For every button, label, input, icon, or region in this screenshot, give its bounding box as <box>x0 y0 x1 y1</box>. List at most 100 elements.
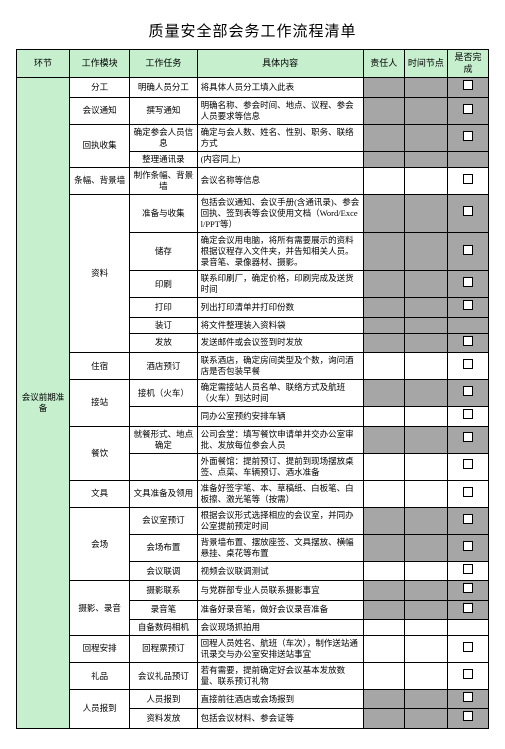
checkbox-icon <box>463 541 473 551</box>
time-cell <box>404 453 447 480</box>
person-cell <box>363 507 404 534</box>
time-cell <box>404 333 447 352</box>
done-cell <box>448 151 489 167</box>
detail-cell: 包括会议通知、会议手册(含通讯录)、参会回执、签到表等会议使用文档（Word/E… <box>197 195 363 233</box>
done-cell <box>448 298 489 317</box>
checkbox-icon <box>463 245 473 255</box>
time-cell <box>404 380 447 407</box>
done-cell <box>448 195 489 233</box>
task-cell: 撰写通知 <box>130 97 197 124</box>
time-cell <box>404 353 447 380</box>
person-cell <box>363 534 404 561</box>
table-row: 回执收集确定参会人员信息确定与会人数、姓名、性别、职务、联络方式 <box>17 124 489 151</box>
detail-cell: 将文件整理装入资料袋 <box>197 317 363 333</box>
module-cell: 文具 <box>69 480 129 507</box>
person-cell <box>363 333 404 352</box>
detail-cell: 与党群部专业人员联系摄影事宜 <box>197 581 363 600</box>
time-cell <box>404 561 447 580</box>
column-header: 工作任务 <box>130 50 197 78</box>
person-cell <box>363 561 404 580</box>
person-cell <box>363 690 404 709</box>
person-cell <box>363 407 404 426</box>
table-row: 条幅、背景墙制作条幅、背景墙会议名称等信息 <box>17 167 489 194</box>
time-cell <box>404 690 447 709</box>
detail-cell: 准备好签字笔、本、草稿纸、白板笔、白板擦、激光笔等（按需） <box>197 480 363 507</box>
done-cell <box>448 581 489 600</box>
module-cell: 餐饮 <box>69 426 129 480</box>
column-header: 工作模块 <box>69 50 129 78</box>
checkbox-icon <box>463 104 473 114</box>
column-header: 具体内容 <box>197 50 363 78</box>
task-cell: 储存 <box>130 233 197 271</box>
time-cell <box>404 233 447 271</box>
time-cell <box>404 271 447 298</box>
time-cell <box>404 709 447 728</box>
person-cell <box>363 480 404 507</box>
task-cell: 装订 <box>130 317 197 333</box>
done-cell <box>448 534 489 561</box>
time-cell <box>404 507 447 534</box>
module-cell: 资料 <box>69 195 129 353</box>
done-cell <box>448 635 489 662</box>
time-cell <box>404 407 447 426</box>
module-cell: 会议通知 <box>69 97 129 124</box>
checkbox-icon <box>463 711 473 721</box>
detail-cell: 联系酒店，确定房间类型及个数，询问酒店是否包装早餐 <box>197 353 363 380</box>
checkbox-icon <box>463 564 473 574</box>
detail-cell: 根据会议形式选择相应的会议室，并同办公室提前预定时间 <box>197 507 363 534</box>
column-header: 环节 <box>17 50 70 78</box>
task-cell: 准备与收集 <box>130 195 197 233</box>
task-cell: 回程票预订 <box>130 635 197 662</box>
table-row: 文具文具准备及领用准备好签字笔、本、草稿纸、白板笔、白板擦、激光笔等（按需） <box>17 480 489 507</box>
time-cell <box>404 317 447 333</box>
done-cell <box>448 663 489 690</box>
module-cell: 回程安排 <box>69 635 129 662</box>
module-cell: 住宿 <box>69 353 129 380</box>
table-row: 餐饮就餐形式、地点确定公司会堂：填写餐饮申请单并交办公室审批、发放每位参会人员 <box>17 426 489 453</box>
module-cell: 接站 <box>69 380 129 426</box>
task-cell: 印刷 <box>130 271 197 298</box>
done-cell <box>448 426 489 453</box>
checkbox-icon <box>463 336 473 346</box>
task-cell <box>130 453 197 480</box>
detail-cell: 同办公室预约安排车辆 <box>197 407 363 426</box>
person-cell <box>363 619 404 635</box>
person-cell <box>363 195 404 233</box>
task-cell: 自备数码相机 <box>130 619 197 635</box>
checkbox-icon <box>463 583 473 593</box>
detail-cell: 联系印刷厂，确定价格，印刷完成及送货时间 <box>197 271 363 298</box>
done-cell <box>448 453 489 480</box>
detail-cell: 将具体人员分工填入此表 <box>197 78 363 97</box>
time-cell <box>404 426 447 453</box>
person-cell <box>363 709 404 728</box>
person-cell <box>363 453 404 480</box>
done-cell <box>448 333 489 352</box>
done-cell <box>448 600 489 619</box>
checkbox-icon <box>463 131 473 141</box>
table-row: 礼品会议礼品预订若有需要，提前确定好会议基本发放数量、联系预订礼物 <box>17 663 489 690</box>
checkbox-icon <box>463 174 473 184</box>
detail-cell: 发送邮件或会议签到时发放 <box>197 333 363 352</box>
time-cell <box>404 480 447 507</box>
detail-cell: 会议名称等信息 <box>197 167 363 194</box>
time-cell <box>404 298 447 317</box>
person-cell <box>363 380 404 407</box>
module-cell: 礼品 <box>69 663 129 690</box>
task-cell: 确定参会人员信息 <box>130 124 197 151</box>
task-cell: 整理通讯录 <box>130 151 197 167</box>
time-cell <box>404 195 447 233</box>
detail-cell: 确定与会人数、姓名、性别、职务、联络方式 <box>197 124 363 151</box>
stage-cell: 会议前期准备 <box>17 78 70 728</box>
person-cell <box>363 97 404 124</box>
time-cell <box>404 167 447 194</box>
task-cell: 会议室预订 <box>130 507 197 534</box>
detail-cell: 准备好录音笔，做好会议录音准备 <box>197 600 363 619</box>
person-cell <box>363 298 404 317</box>
task-cell: 摄影联系 <box>130 581 197 600</box>
task-cell: 人员报到 <box>130 690 197 709</box>
module-cell: 会场 <box>69 507 129 580</box>
time-cell <box>404 534 447 561</box>
detail-cell: 确定会议用电脑，将所有需要展示的资料根据议程存入文件夹，并告知相关人员。录音笔、… <box>197 233 363 271</box>
done-cell <box>448 353 489 380</box>
table-row: 会议前期准备分工明确人员分工将具体人员分工填入此表 <box>17 78 489 97</box>
